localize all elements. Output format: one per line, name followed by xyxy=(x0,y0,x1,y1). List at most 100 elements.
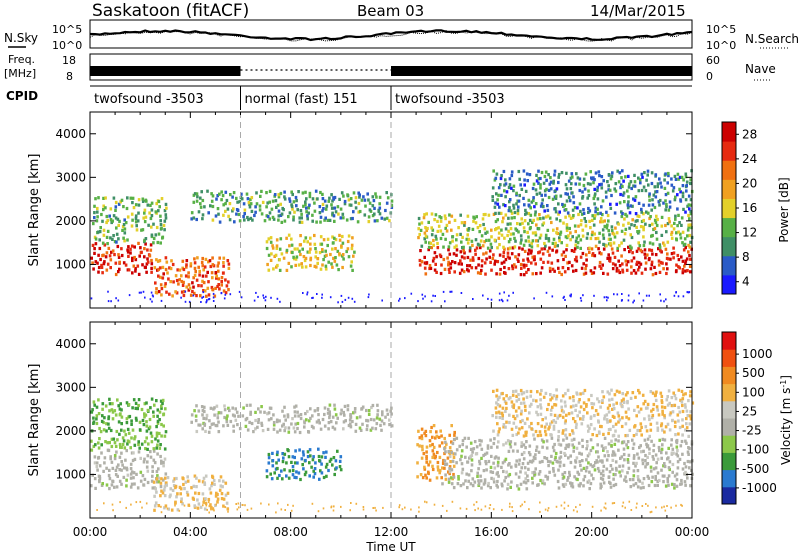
power-echo-cell xyxy=(299,243,302,247)
power-echo-cell xyxy=(682,207,685,211)
velocity-echo-cell xyxy=(675,452,678,456)
power-echo-cell xyxy=(539,233,543,237)
velocity-echo-cell xyxy=(689,390,692,394)
velocity-echo-cell xyxy=(287,430,291,434)
velocity-scatter-cell xyxy=(604,502,607,505)
power-colorbar-tick-label: 4 xyxy=(742,275,750,289)
power-echo-cell xyxy=(635,225,638,229)
power-echo-cell xyxy=(146,203,150,207)
power-colorbar-swatch xyxy=(722,122,736,142)
velocity-echo-cell xyxy=(479,479,483,483)
velocity-echo-cell xyxy=(564,404,567,408)
power-echo-cell xyxy=(164,256,168,260)
velocity-echo-cell xyxy=(486,444,490,448)
power-echo-cell xyxy=(504,271,507,275)
velocity-echo-cell xyxy=(582,407,586,412)
power-echo-cell xyxy=(248,202,251,207)
power-echo-cell xyxy=(449,266,453,270)
velocity-echo-cell xyxy=(612,451,616,455)
velocity-echo-cell xyxy=(486,446,490,450)
power-echo-cell xyxy=(131,218,134,222)
power-echo-cell xyxy=(554,207,557,211)
velocity-echo-cell xyxy=(608,470,612,474)
power-echo-cell xyxy=(606,180,609,184)
velocity-echo-cell xyxy=(564,446,567,450)
velocity-echo-cell xyxy=(571,429,574,433)
power-echo-cell xyxy=(163,228,166,232)
velocity-echo-cell xyxy=(508,420,511,425)
power-echo-cell xyxy=(655,190,659,194)
power-echo-cell xyxy=(336,205,340,209)
velocity-echo-cell xyxy=(227,406,230,410)
velocity-echo-cell xyxy=(115,450,118,454)
velocity-echo-cell xyxy=(577,441,581,445)
velocity-echo-cell xyxy=(203,409,206,414)
power-echo-cell xyxy=(670,177,673,181)
power-echo-cell xyxy=(318,251,322,255)
velocity-echo-cell xyxy=(601,477,605,481)
velocity-echo-cell xyxy=(200,405,204,409)
power-echo-cell xyxy=(633,198,637,202)
velocity-echo-cell xyxy=(686,414,690,418)
power-echo-cell xyxy=(305,210,308,214)
power-echo-cell xyxy=(430,226,433,230)
velocity-echo-cell xyxy=(644,453,647,458)
power-echo-cell xyxy=(418,222,421,226)
power-echo-cell xyxy=(621,270,625,274)
velocity-echo-cell xyxy=(557,486,561,490)
velocity-echo-cell xyxy=(150,440,154,444)
power-echo-cell xyxy=(417,216,421,221)
power-echo-cell xyxy=(530,249,533,253)
power-echo-cell xyxy=(532,182,536,186)
power-echo-cell xyxy=(514,227,517,231)
velocity-echo-cell xyxy=(129,467,133,471)
velocity-echo-cell xyxy=(107,473,111,478)
velocity-echo-cell xyxy=(495,388,499,392)
velocity-echo-cell xyxy=(621,469,624,473)
velocity-echo-cell xyxy=(154,501,158,505)
velocity-echo-cell xyxy=(384,415,387,419)
velocity-echo-cell xyxy=(512,405,515,410)
velocity-echo-cell xyxy=(113,485,116,489)
velocity-echo-cell xyxy=(216,492,219,497)
velocity-echo-cell xyxy=(110,437,114,441)
power-echo-cell xyxy=(195,294,198,298)
velocity-scatter-cell xyxy=(205,504,208,507)
velocity-echo-cell xyxy=(115,465,119,469)
power-echo-cell xyxy=(220,198,223,202)
power-echo-cell xyxy=(650,248,654,252)
power-echo-cell xyxy=(332,256,335,260)
velocity-echo-cell xyxy=(233,414,236,418)
power-echo-cell xyxy=(563,203,567,207)
power-echo-cell xyxy=(275,246,279,250)
power-echo-cell xyxy=(689,209,692,214)
velocity-echo-cell xyxy=(532,398,535,402)
power-echo-cell xyxy=(220,283,223,287)
power-echo-cell xyxy=(493,259,497,263)
power-echo-cell xyxy=(584,267,587,271)
power-echo-cell xyxy=(291,207,294,211)
power-echo-cell xyxy=(349,203,353,207)
velocity-echo-cell xyxy=(197,423,200,427)
velocity-echo-cell xyxy=(658,449,661,453)
power-echo-cell xyxy=(637,176,640,180)
velocity-echo-cell xyxy=(234,418,238,422)
power-scatter-cell xyxy=(180,296,182,299)
velocity-echo-cell xyxy=(336,416,339,420)
velocity-echo-cell xyxy=(522,451,526,455)
power-echo-cell xyxy=(343,199,347,204)
velocity-echo-cell xyxy=(436,468,440,472)
power-echo-cell xyxy=(185,263,188,267)
power-echo-cell xyxy=(102,253,105,257)
velocity-echo-cell xyxy=(644,425,648,429)
velocity-echo-cell xyxy=(548,425,551,429)
velocity-echo-cell xyxy=(591,446,595,450)
velocity-echo-cell xyxy=(125,449,128,453)
velocity-echo-cell xyxy=(594,409,598,413)
velocity-echo-cell xyxy=(665,398,669,402)
velocity-echo-cell xyxy=(125,466,129,470)
power-echo-cell xyxy=(573,224,577,228)
velocity-echo-cell xyxy=(194,491,197,495)
power-echo-cell xyxy=(290,237,293,241)
velocity-echo-cell xyxy=(623,458,626,462)
